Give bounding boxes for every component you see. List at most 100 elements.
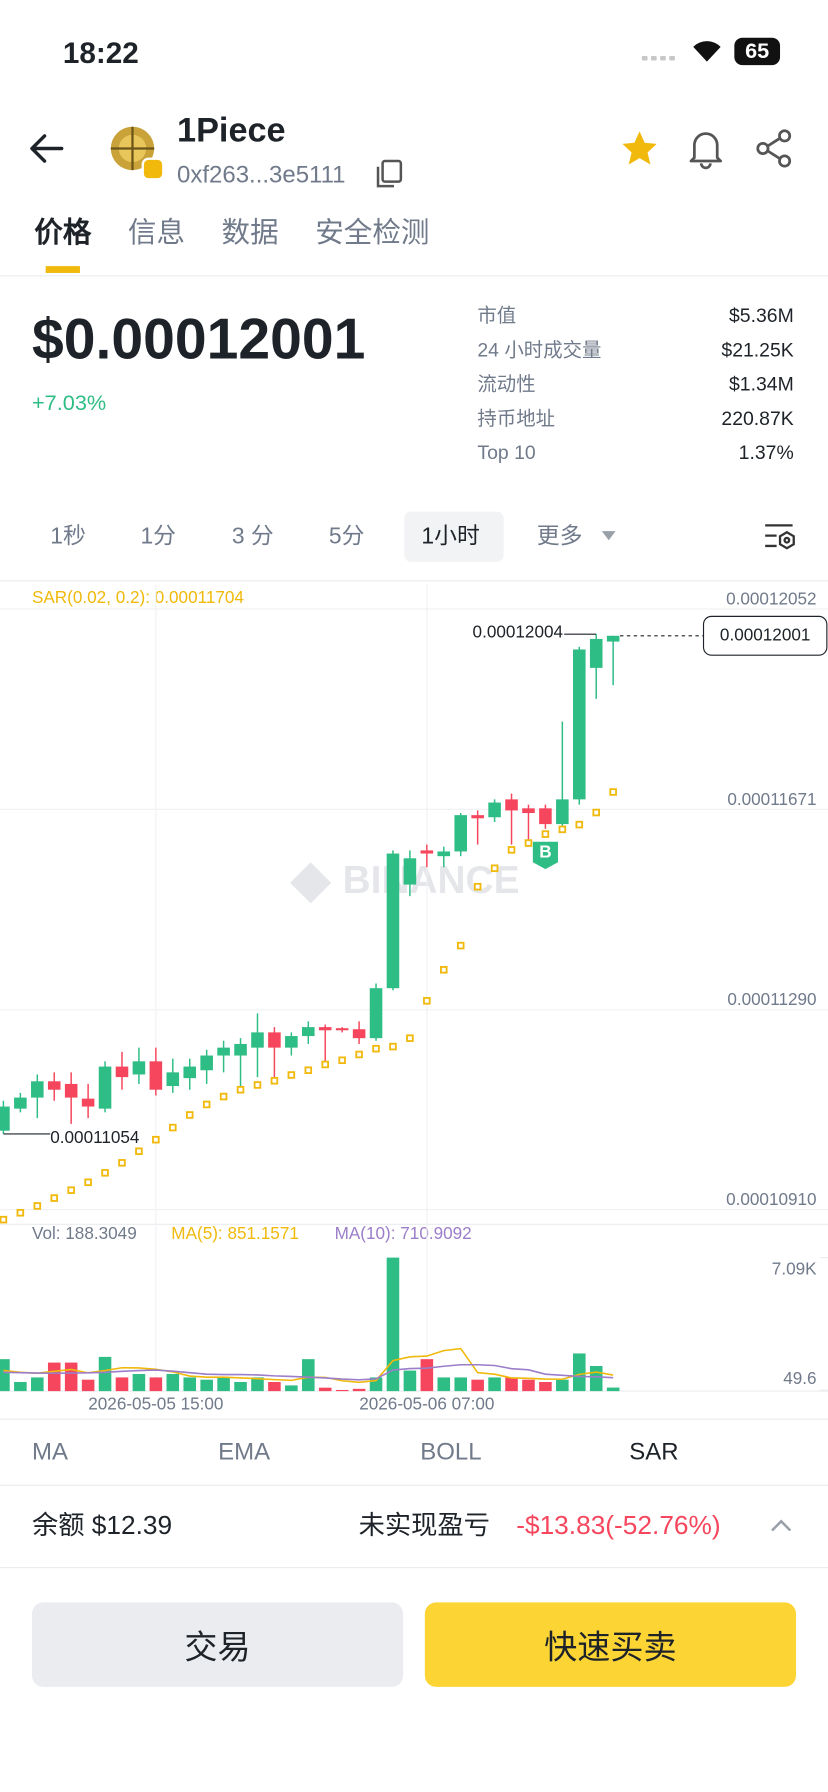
- candle-body: [318, 1027, 332, 1031]
- sar-dot: [355, 1050, 363, 1059]
- last-price-label: 0.00012001: [720, 624, 810, 644]
- indicator-tab[interactable]: SAR: [629, 1439, 679, 1466]
- sar-dot: [592, 808, 600, 817]
- sar-dot: [185, 1111, 194, 1119]
- chart-settings[interactable]: [763, 521, 800, 553]
- indicator-tab[interactable]: EMA: [218, 1439, 271, 1466]
- stat-label: Top 10: [477, 442, 536, 464]
- candle-body: [572, 649, 586, 800]
- interval[interactable]: 1小时: [421, 524, 480, 550]
- sar-dot: [202, 1100, 211, 1109]
- pnl-value: -$13.83(-52.76%): [516, 1509, 721, 1540]
- volume-bar: [132, 1373, 146, 1392]
- battery-level: 65: [745, 39, 770, 64]
- volume-bar: [64, 1362, 78, 1392]
- volume-bar: [352, 1388, 366, 1392]
- interval[interactable]: 5分: [328, 524, 365, 550]
- share-button[interactable]: [755, 129, 796, 168]
- volume-bar: [217, 1377, 230, 1392]
- volume-legend: Vol: 188.3049: [32, 1223, 137, 1243]
- sar-dot: [253, 1081, 262, 1089]
- expand-button[interactable]: [770, 1517, 793, 1533]
- tab-indicator: [45, 266, 80, 273]
- interval-selected-bg: [404, 511, 504, 562]
- indicator-tab[interactable]: MA: [31, 1439, 68, 1466]
- token-title: 1Piece: [177, 111, 286, 150]
- ma5-legend: MA(5): 851.1571: [171, 1223, 299, 1243]
- sar-dot: [473, 882, 482, 891]
- sar-dot: [169, 1123, 177, 1132]
- sar-dot: [135, 1147, 143, 1156]
- candle-body: [98, 1066, 112, 1109]
- favorite-button[interactable]: [619, 129, 660, 168]
- volume-bar: [200, 1379, 213, 1392]
- indicator-tab[interactable]: BOLL: [420, 1439, 482, 1466]
- volume-bar: [572, 1353, 586, 1392]
- candle-body: [420, 850, 434, 854]
- sar-dot: [152, 1135, 160, 1144]
- candle-body: [47, 1081, 61, 1090]
- divider: [0, 275, 828, 277]
- stat-label: 24 小时成交量: [477, 339, 602, 361]
- candle-body: [0, 1106, 10, 1131]
- candle-body: [335, 1028, 349, 1031]
- candle-body: [522, 808, 535, 814]
- candle-body: [285, 1036, 298, 1048]
- candle-body: [115, 1066, 129, 1078]
- volume-bar: [488, 1377, 501, 1392]
- sar-dot: [16, 1209, 25, 1217]
- divider: [0, 1567, 828, 1569]
- volume-bar: [98, 1356, 112, 1392]
- volume-bar: [318, 1387, 332, 1392]
- trade-button[interactable]: 交易: [31, 1602, 404, 1687]
- candle-body: [132, 1061, 146, 1075]
- indicator-label: SAR(0.02, 0.2): 0.00011704: [32, 587, 244, 607]
- candle-body: [505, 799, 518, 811]
- candle-body: [556, 799, 569, 825]
- candle-body: [64, 1083, 78, 1098]
- sar-dot: [423, 997, 431, 1005]
- interval[interactable]: 1秒: [50, 524, 86, 550]
- sar-dot: [507, 846, 516, 854]
- x-tick-label: 2026-05-06 07:00: [359, 1393, 494, 1413]
- x-tick-label: 2026-05-05 15:00: [88, 1393, 223, 1413]
- candle-body: [403, 858, 417, 885]
- alert-button[interactable]: [686, 128, 725, 170]
- candle-body: [217, 1047, 230, 1056]
- tab[interactable]: 价格: [34, 217, 92, 249]
- quick-trade-button[interactable]: 快速买卖: [424, 1602, 797, 1687]
- sar-dot: [101, 1169, 109, 1177]
- y-tick-label: 0.00011290: [727, 989, 816, 1009]
- sar-dot: [304, 1066, 313, 1075]
- back-button[interactable]: [27, 130, 66, 167]
- candle-body: [31, 1081, 44, 1098]
- tab[interactable]: 信息: [127, 217, 186, 249]
- watermark-text: BINANCE: [343, 859, 520, 902]
- volume-bar: [149, 1377, 163, 1392]
- volume-bar: [302, 1359, 315, 1392]
- more-intervals[interactable]: 更多: [536, 524, 583, 550]
- stat-label: 流动性: [477, 373, 536, 396]
- volume-bar: [81, 1379, 95, 1392]
- interval[interactable]: 3 分: [231, 524, 274, 550]
- status-time: 18:22: [62, 35, 139, 70]
- sar-dot: [0, 1215, 8, 1224]
- copy-button[interactable]: [372, 158, 404, 190]
- volume-bar: [505, 1377, 518, 1392]
- tab[interactable]: 数据: [221, 217, 279, 249]
- balance: 余额 $12.39: [31, 1509, 173, 1540]
- price-change: +7.03%: [31, 391, 107, 416]
- candle-body: [539, 808, 552, 825]
- tab[interactable]: 安全检测: [315, 217, 430, 249]
- candle-body: [81, 1098, 95, 1107]
- volume-bar: [471, 1379, 484, 1392]
- sar-dot: [287, 1071, 296, 1079]
- candle-body: [386, 853, 400, 989]
- candle-body: [200, 1055, 213, 1071]
- interval[interactable]: 1分: [140, 524, 177, 550]
- volume-bar: [522, 1379, 535, 1392]
- volume-bar: [0, 1359, 10, 1392]
- volume-bar: [556, 1379, 569, 1392]
- candle-body: [183, 1066, 197, 1079]
